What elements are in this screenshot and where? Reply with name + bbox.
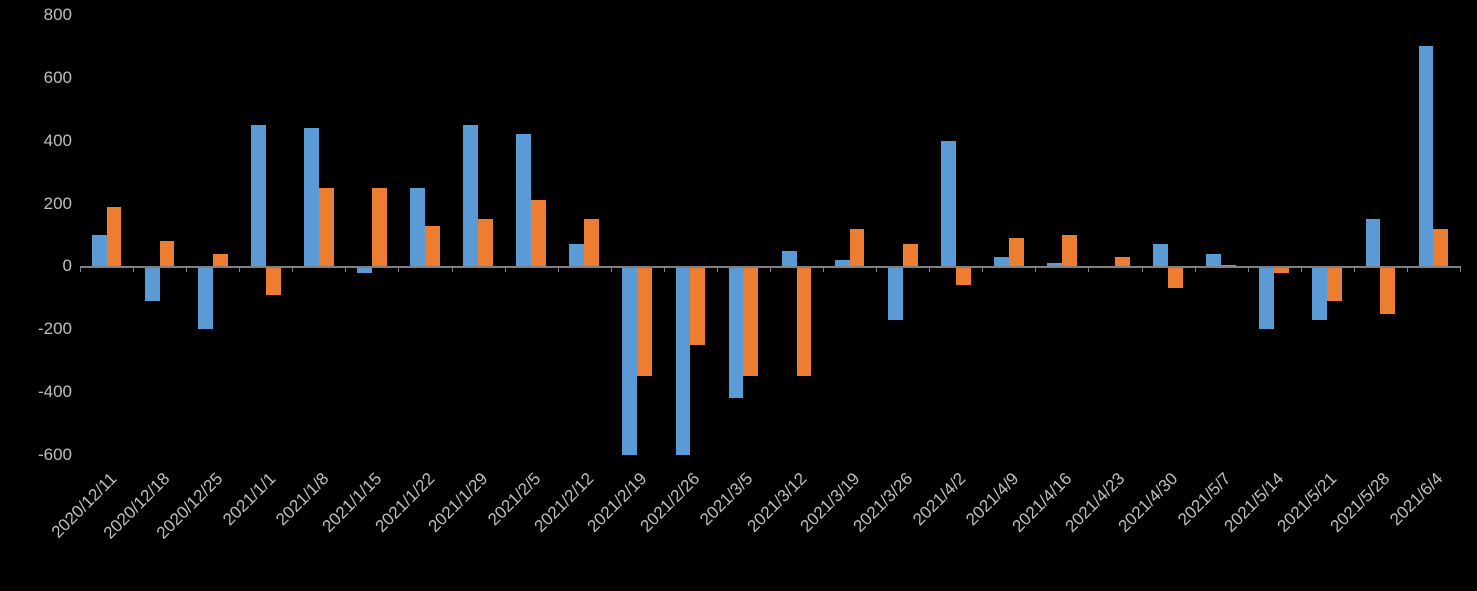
bar-series-2 — [266, 266, 281, 294]
bar-series-1 — [1259, 266, 1274, 329]
x-tick — [1407, 266, 1408, 272]
x-tick — [80, 266, 81, 272]
x-tick — [929, 266, 930, 272]
bar-series-1 — [782, 251, 797, 267]
bar-series-2 — [584, 219, 599, 266]
bar-series-2 — [531, 200, 546, 266]
y-tick-label: 400 — [12, 131, 72, 151]
bar-series-1 — [569, 244, 584, 266]
chart-container: -600-400-20002004006008002020/12/112020/… — [0, 0, 1477, 591]
x-tick — [876, 266, 877, 272]
bar-series-1 — [145, 266, 160, 301]
bar-series-1 — [676, 266, 691, 455]
x-tick — [1248, 266, 1249, 272]
bar-series-1 — [1366, 219, 1381, 266]
x-tick-label: 2021/1/1 — [219, 469, 280, 530]
x-tick — [1354, 266, 1355, 272]
x-tick-label: 2021/4/2 — [909, 469, 970, 530]
bar-series-2 — [1115, 257, 1130, 266]
bar-series-1 — [1419, 46, 1434, 266]
x-tick — [611, 266, 612, 272]
bar-series-2 — [319, 188, 334, 267]
bar-series-1 — [622, 266, 637, 455]
bar-series-1 — [251, 125, 266, 266]
x-tick — [239, 266, 240, 272]
y-tick-label: -200 — [12, 319, 72, 339]
bar-series-2 — [213, 254, 228, 267]
bar-series-1 — [888, 266, 903, 319]
bar-series-1 — [994, 257, 1009, 266]
plot-area — [80, 15, 1460, 455]
bar-series-1 — [1312, 266, 1327, 319]
bar-series-2 — [1168, 266, 1183, 288]
bar-series-2 — [372, 188, 387, 267]
bar-series-2 — [850, 229, 865, 267]
x-tick — [1035, 266, 1036, 272]
x-tick — [717, 266, 718, 272]
bar-series-2 — [425, 226, 440, 267]
x-tick — [292, 266, 293, 272]
y-tick-label: -600 — [12, 445, 72, 465]
bar-series-2 — [690, 266, 705, 345]
y-tick-label: 0 — [12, 256, 72, 276]
bar-series-2 — [743, 266, 758, 376]
bar-series-2 — [637, 266, 652, 376]
x-tick — [452, 266, 453, 272]
x-tick — [1195, 266, 1196, 272]
x-tick — [398, 266, 399, 272]
x-tick — [186, 266, 187, 272]
x-tick — [558, 266, 559, 272]
bar-series-2 — [160, 241, 175, 266]
bar-series-2 — [107, 207, 122, 267]
bar-series-2 — [1009, 238, 1024, 266]
x-tick — [133, 266, 134, 272]
bar-series-2 — [1380, 266, 1395, 313]
bar-series-2 — [956, 266, 971, 285]
bar-series-1 — [92, 235, 107, 266]
bar-series-1 — [729, 266, 744, 398]
bar-series-1 — [198, 266, 213, 329]
bar-series-2 — [1327, 266, 1342, 301]
x-tick — [505, 266, 506, 272]
y-tick-label: 600 — [12, 68, 72, 88]
x-tick — [770, 266, 771, 272]
x-tick — [1460, 266, 1461, 272]
bar-series-2 — [903, 244, 918, 266]
y-tick-label: 800 — [12, 5, 72, 25]
x-tick — [982, 266, 983, 272]
bar-series-1 — [941, 141, 956, 267]
x-tick — [1301, 266, 1302, 272]
bar-series-1 — [1153, 244, 1168, 266]
bar-series-1 — [463, 125, 478, 266]
y-tick-label: 200 — [12, 194, 72, 214]
bar-series-2 — [1062, 235, 1077, 266]
x-tick — [1142, 266, 1143, 272]
bars-layer — [80, 15, 1460, 455]
x-tick — [664, 266, 665, 272]
bar-series-1 — [304, 128, 319, 266]
x-tick — [1088, 266, 1089, 272]
bar-series-2 — [1433, 229, 1448, 267]
x-tick — [345, 266, 346, 272]
y-tick-label: -400 — [12, 382, 72, 402]
bar-series-2 — [797, 266, 812, 376]
bar-series-1 — [1206, 254, 1221, 267]
bar-series-2 — [478, 219, 493, 266]
bar-series-1 — [516, 134, 531, 266]
x-tick — [823, 266, 824, 272]
bar-series-1 — [410, 188, 425, 267]
x-tick-label: 2021/6/4 — [1387, 469, 1448, 530]
